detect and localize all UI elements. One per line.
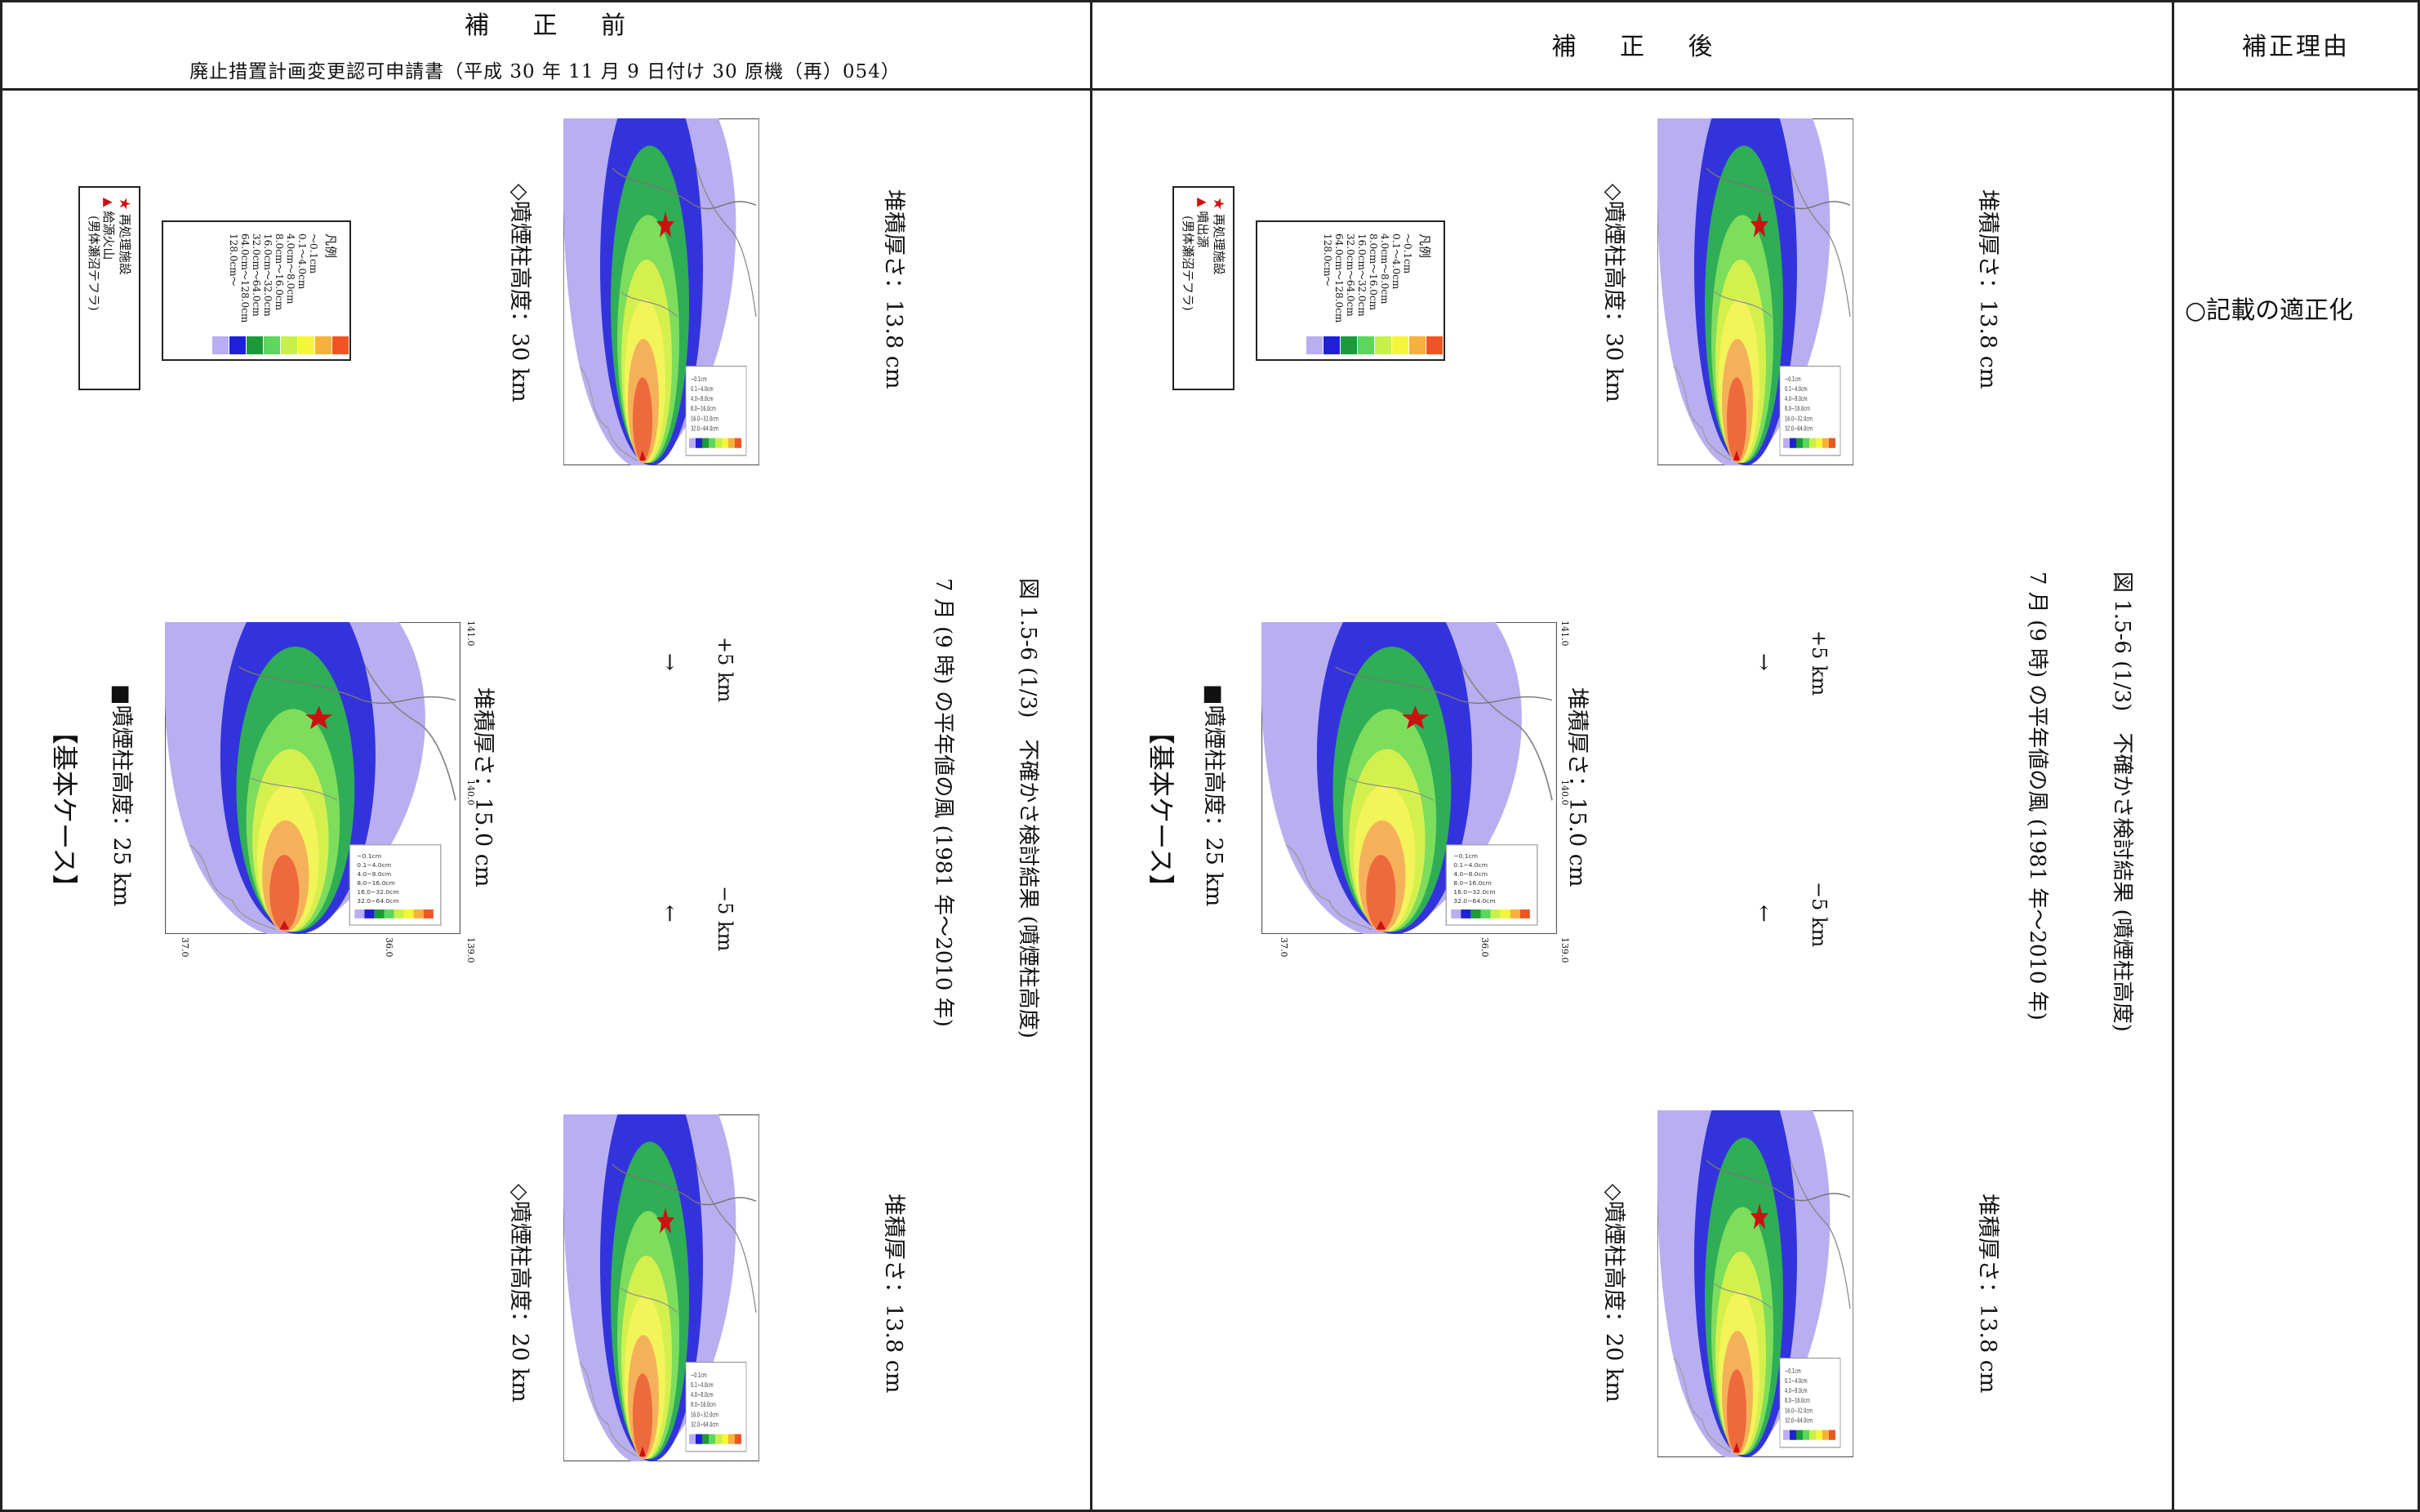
basic-case-label: 【基本ケース】 <box>1148 718 1174 900</box>
basic-thickness-label: 堆積厚さ：15.0 cm <box>1566 687 1588 887</box>
legend-item: 32.0cm～64.0cm <box>251 233 261 317</box>
lower-height-label: ◇噴煙柱高度：20 km <box>1603 1184 1625 1403</box>
ash-map-basic <box>165 622 460 934</box>
arrow-up-icon: → <box>1753 653 1774 671</box>
header-before: 補 正 前 廃止措置計画変更認可申請書（平成 30 年 11 月 9 日付け 3… <box>0 0 1090 88</box>
legend-swatches <box>1306 336 1444 354</box>
legend-item: 16.0cm～32.0cm <box>1357 233 1367 317</box>
before-title: 補 正 前 <box>447 5 643 41</box>
lower-thickness-label: 堆積厚さ：13.8 cm <box>883 1194 905 1393</box>
basic-thickness-label: 堆積厚さ：15.0 cm <box>472 687 494 887</box>
ash-map-lower <box>563 1114 759 1461</box>
reason-text: ○記載の適正化 <box>2185 290 2353 326</box>
map-lat-label: 37.0 <box>180 937 189 958</box>
lower-height-label: ◇噴煙柱高度：20 km <box>509 1184 531 1403</box>
legend-item: 32.0cm～64.0cm <box>1346 233 1355 317</box>
plus-5km-label: +5 km <box>715 637 735 702</box>
column-divider <box>1090 0 1092 1512</box>
ash-map-lower <box>1657 1110 1853 1457</box>
legend-item: 64.0cm～128.0cm <box>240 233 250 322</box>
minus-5km-label: −5 km <box>1809 882 1829 947</box>
triangle-icon: ▲ <box>1195 198 1210 207</box>
basic-height-label: ■噴煙柱高度：25 km <box>110 684 132 906</box>
legend-swatches <box>212 336 349 354</box>
minus-5km-label: −5 km <box>715 886 735 951</box>
upper-thickness-label: 堆積厚さ：13.8 cm <box>1977 189 1999 389</box>
star-icon: ★ <box>1212 198 1226 210</box>
map-lon-label: 139.0 <box>1560 937 1569 963</box>
upper-height-label: ◇噴煙柱高度：30 km <box>1603 184 1625 402</box>
legend-title: 凡例 <box>324 233 336 258</box>
ash-map-upper <box>1657 118 1853 465</box>
figure-caption-line1: 7 月 (9 時) の平年値の風 (1981 年～2010 年) <box>2026 571 2048 1021</box>
plus-5km-label: +5 km <box>1809 630 1829 696</box>
legend-item: 8.0cm～16.0cm <box>1368 233 1378 310</box>
legend-item: 16.0cm～32.0cm <box>263 233 273 317</box>
facility-legend-box: ★ 再処理施設 ▲ 給源火山 (男体瀬沼テフラ) <box>78 186 140 390</box>
map-lat-label: 37.0 <box>1279 937 1288 958</box>
legend-item: 4.0cm～8.0cm <box>286 233 296 304</box>
header-after: 補 正 後 <box>1092 0 2172 88</box>
ash-map-basic <box>1261 622 1557 934</box>
legend-item: 0.1～4.0cm <box>1391 233 1401 289</box>
legend-facility-label: ★ 再処理施設 <box>118 198 131 275</box>
legend-item: 8.0cm～16.0cm <box>274 233 284 310</box>
legend-item: 0.1～4.0cm <box>297 233 307 289</box>
basic-height-label: ■噴煙柱高度：25 km <box>1203 684 1225 906</box>
before-subtitle: 廃止措置計画変更認可申請書（平成 30 年 11 月 9 日付け 30 原機（再… <box>189 56 901 83</box>
upper-height-label: ◇噴煙柱高度：30 km <box>509 184 531 402</box>
figure-caption-line2: 図 1.5-6 (1/3) 不確かさ検討結果 (噴煙柱高度) <box>1017 578 1039 1038</box>
arrow-up-icon: → <box>659 653 680 671</box>
figure-caption-line1: 7 月 (9 時) の平年値の風 (1981 年～2010 年) <box>932 578 954 1027</box>
legend-item: 4.0cm～8.0cm <box>1380 233 1390 304</box>
legend-facility-label: ★ 再処理施設 <box>1212 198 1225 275</box>
triangle-icon: ▲ <box>101 198 116 207</box>
legend-item: 128.0cm～ <box>229 233 238 286</box>
legend-item: 64.0cm～128.0cm <box>1334 233 1344 322</box>
reason-title: 補正理由 <box>2242 26 2350 62</box>
legend-source-sub: (男体瀬沼テフラ) <box>1181 216 1194 311</box>
figure-caption-line2: 図 1.5-6 (1/3) 不確かさ検討結果 (噴煙柱高度) <box>2111 571 2133 1032</box>
legend-source-sub: (男体瀬沼テフラ) <box>87 216 100 311</box>
after-title: 補 正 後 <box>1533 26 1730 62</box>
color-legend-box: 凡例 ～0.1cm 0.1～4.0cm 4.0cm～8.0cm 8.0cm～16… <box>162 220 351 361</box>
map-lat-label: 36.0 <box>1480 937 1489 958</box>
column-divider <box>2172 0 2174 1512</box>
ash-map-upper <box>563 118 759 465</box>
legend-source-label: ▲ 噴出源 <box>1196 198 1208 247</box>
star-icon: ★ <box>118 198 132 210</box>
map-lat-label: 36.0 <box>385 937 394 958</box>
legend-item: ～0.1cm <box>1403 233 1412 273</box>
map-lon-label: 141.0 <box>466 620 475 647</box>
lower-thickness-label: 堆積厚さ：13.8 cm <box>1977 1194 1999 1393</box>
arrow-down-icon: ← <box>659 905 680 923</box>
color-legend-box: 凡例 ～0.1cm 0.1～4.0cm 4.0cm～8.0cm 8.0cm～16… <box>1256 220 1445 361</box>
legend-title: 凡例 <box>1418 233 1430 258</box>
basic-case-label: 【基本ケース】 <box>51 718 78 900</box>
legend-item: 128.0cm～ <box>1323 233 1332 286</box>
header-divider <box>0 88 2420 91</box>
map-lon-label: 141.0 <box>1560 620 1569 647</box>
facility-legend-box: ★ 再処理施設 ▲ 噴出源 (男体瀬沼テフラ) <box>1172 186 1234 390</box>
header-reason: 補正理由 <box>2174 0 2418 88</box>
legend-item: ～0.1cm <box>309 233 318 273</box>
legend-source-label: ▲ 給源火山 <box>102 198 114 260</box>
upper-thickness-label: 堆積厚さ：13.8 cm <box>883 189 905 389</box>
arrow-down-icon: ← <box>1753 905 1774 923</box>
map-lon-label: 139.0 <box>466 937 475 963</box>
